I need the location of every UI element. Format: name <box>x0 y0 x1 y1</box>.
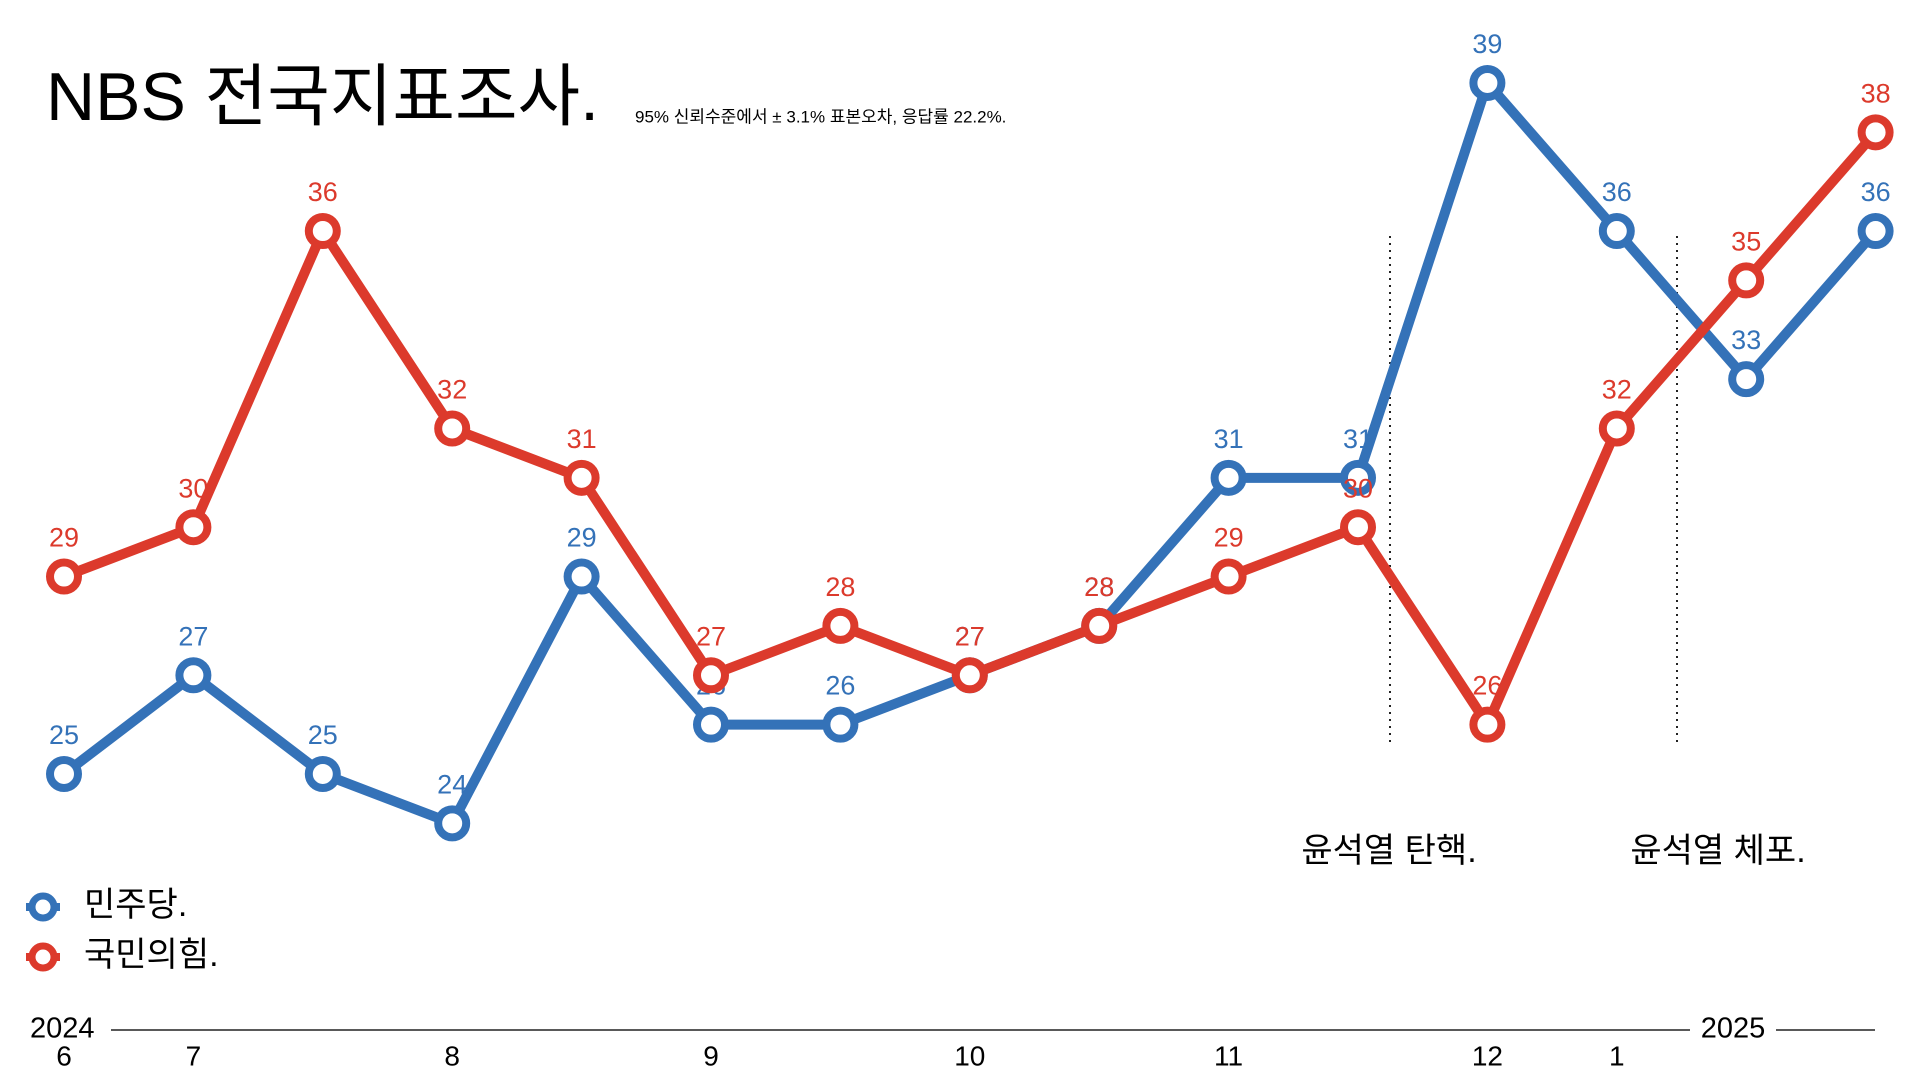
data-label: 29 <box>49 523 79 553</box>
data-label: 29 <box>567 523 597 553</box>
data-point <box>693 657 729 694</box>
data-label: 36 <box>1602 177 1632 207</box>
data-point <box>175 657 212 694</box>
data-point <box>822 607 859 644</box>
data-point <box>1598 410 1635 447</box>
data-label: 31 <box>1214 424 1244 454</box>
data-label: 36 <box>1861 177 1891 207</box>
data-label: 28 <box>1084 572 1114 602</box>
data-label: 27 <box>178 621 208 651</box>
data-point <box>563 558 600 595</box>
data-label: 32 <box>1602 375 1632 405</box>
chart-subtitle: 95% 신뢰수준에서 ± 3.1% 표본오차, 응답률 22.2%. <box>635 107 1006 126</box>
data-point <box>822 706 859 743</box>
legend-swatch <box>28 892 58 922</box>
x-tick-label: 1 <box>1609 1040 1625 1071</box>
x-tick-label: 8 <box>444 1040 460 1071</box>
data-point <box>1340 459 1376 496</box>
data-point <box>1469 64 1506 101</box>
data-point <box>1728 262 1765 299</box>
data-point <box>46 755 82 792</box>
x-tick-label: 12 <box>1472 1040 1503 1071</box>
data-label: 25 <box>308 720 338 750</box>
data-point <box>1857 213 1894 250</box>
x-tick-label: 6 <box>56 1040 72 1071</box>
data-label: 27 <box>955 621 985 651</box>
chart-title: NBS 전국지표조사. <box>46 59 599 135</box>
data-point <box>1210 459 1247 496</box>
data-point <box>1469 706 1506 743</box>
data-point <box>304 213 341 250</box>
data-label: 31 <box>1343 424 1373 454</box>
data-point <box>304 755 341 792</box>
data-label: 26 <box>1472 671 1502 701</box>
data-point <box>1081 607 1118 644</box>
legend-swatch <box>28 942 58 972</box>
data-label: 31 <box>567 424 597 454</box>
data-label: 30 <box>178 473 208 503</box>
data-label: 26 <box>825 671 855 701</box>
annotation: 윤석열 탄핵. <box>1301 832 1476 870</box>
data-point <box>1210 558 1247 595</box>
legend-label: 민주당. <box>84 886 187 924</box>
data-label: 28 <box>1084 572 1114 602</box>
data-label: 24 <box>437 769 467 799</box>
data-point <box>693 706 729 743</box>
data-point <box>434 805 471 842</box>
data-label: 38 <box>1861 78 1891 108</box>
x-tick-label: 10 <box>954 1040 985 1071</box>
data-point <box>175 509 212 546</box>
year-label: 2025 <box>1701 1013 1766 1045</box>
data-label: 27 <box>955 621 985 651</box>
data-label: 27 <box>696 621 726 651</box>
legend-label: 국민의힘. <box>84 936 219 974</box>
data-point <box>1857 114 1894 151</box>
data-label: 28 <box>825 572 855 602</box>
data-point <box>563 459 600 496</box>
data-point <box>1340 509 1376 546</box>
data-point <box>1598 213 1635 250</box>
data-label: 32 <box>437 375 467 405</box>
data-label: 33 <box>1731 325 1761 355</box>
x-tick-label: 9 <box>703 1040 719 1071</box>
data-label: 25 <box>49 720 79 750</box>
data-label: 39 <box>1472 29 1502 59</box>
data-point <box>951 657 988 694</box>
data-point <box>434 410 471 447</box>
year-label: 2024 <box>30 1013 95 1045</box>
data-label: 35 <box>1731 227 1761 257</box>
data-point <box>46 558 82 595</box>
data-label: 30 <box>1343 473 1373 503</box>
data-label: 36 <box>308 177 338 207</box>
data-point <box>1728 361 1765 398</box>
x-tick-label: 7 <box>186 1040 202 1071</box>
x-tick-label: 11 <box>1214 1040 1243 1071</box>
annotation: 윤석열 체포. <box>1630 832 1805 870</box>
data-label: 29 <box>1214 523 1244 553</box>
